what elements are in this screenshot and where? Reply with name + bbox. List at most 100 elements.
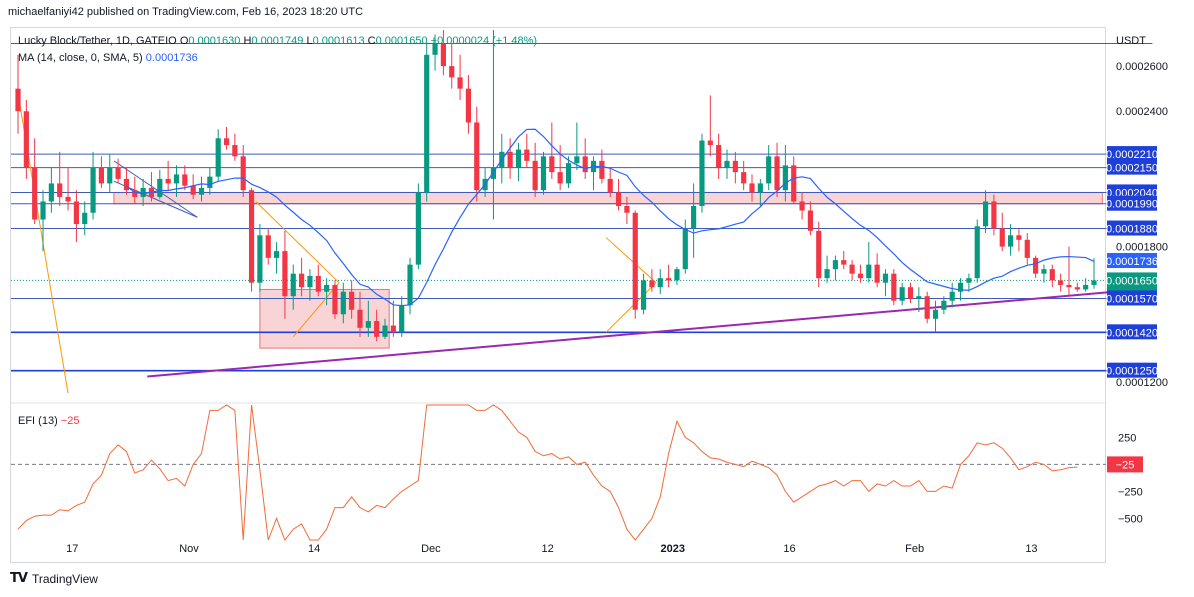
candle-body xyxy=(115,167,121,179)
level-label-box xyxy=(1107,146,1157,162)
candle-body xyxy=(299,273,305,288)
candle-body xyxy=(340,291,346,315)
candle-body xyxy=(257,235,263,283)
candle-body xyxy=(682,228,688,270)
candle-body xyxy=(632,212,638,310)
candle-body xyxy=(40,201,46,220)
candle-body xyxy=(540,156,547,191)
level-label-text: 0.0001420 xyxy=(1106,327,1158,339)
candle-body xyxy=(248,190,255,283)
wedge-upper-line xyxy=(113,160,198,218)
candle-body xyxy=(582,156,588,173)
candle-body xyxy=(465,88,472,123)
wedge3-lower-line xyxy=(605,282,657,333)
candle-body xyxy=(899,287,905,301)
level-label-text: 0.0002150 xyxy=(1106,163,1158,175)
candle-body xyxy=(73,201,79,225)
candle-body xyxy=(332,284,338,315)
efi-tick-label: 250 xyxy=(1118,432,1136,444)
candle-body xyxy=(666,278,672,281)
candle-body xyxy=(716,145,722,168)
high-label: H xyxy=(243,35,252,47)
low-label: L xyxy=(306,35,313,47)
candle-body xyxy=(424,54,430,193)
candle-body xyxy=(882,273,889,283)
candle-body xyxy=(1049,269,1055,281)
candle-body xyxy=(490,167,497,179)
close-value: 0.0001650 xyxy=(375,35,428,47)
candle-body xyxy=(524,149,530,161)
candle-body xyxy=(916,296,922,299)
candle-body xyxy=(1074,287,1080,290)
candle-body xyxy=(507,151,513,168)
ma-value: 0.0001736 xyxy=(145,52,198,64)
candle-body xyxy=(282,251,288,297)
candle-body xyxy=(407,264,413,306)
candle-body xyxy=(615,192,622,206)
candle-body xyxy=(949,291,955,301)
candle-body xyxy=(240,156,246,191)
candle-body xyxy=(891,273,897,301)
candle-body xyxy=(265,235,271,258)
ma-legend[interactable]: MA (14, close, 0, SMA, 5) 0.0001736 xyxy=(18,52,198,64)
candle-body xyxy=(1083,284,1089,290)
candle-body xyxy=(48,183,54,202)
level-label-box xyxy=(1107,220,1157,236)
candle-body xyxy=(449,66,455,78)
candle-body xyxy=(841,260,847,265)
price-tick-label: 0.0002400 xyxy=(1116,106,1168,118)
candle-body xyxy=(399,305,405,333)
candle-body xyxy=(32,167,38,220)
efi-tick-label: −250 xyxy=(1118,486,1143,498)
close-label: C xyxy=(367,35,376,47)
candle-body xyxy=(749,183,755,193)
change-value: +0.0000024 (+1.48%) xyxy=(430,35,538,47)
efi-label: EFI (13) xyxy=(18,415,58,427)
ma-line xyxy=(126,128,1095,307)
ma-label: MA (14, close, 0, SMA, 5) xyxy=(18,52,143,64)
candle-body xyxy=(640,280,647,310)
candle-body xyxy=(365,321,371,328)
candle-body xyxy=(515,149,522,168)
level-label-text: 0.0002210 xyxy=(1106,149,1158,161)
candle-body xyxy=(649,280,655,288)
candle-body xyxy=(349,291,355,310)
efi-current-box xyxy=(1107,456,1143,473)
level-label-text: 0.0001650 xyxy=(1106,275,1158,287)
efi-legend[interactable]: EFI (13) −25 xyxy=(18,415,79,427)
candle-body xyxy=(98,167,104,184)
candle-body xyxy=(565,163,572,184)
candle-body xyxy=(766,156,772,184)
candle-body xyxy=(173,174,180,184)
candle-body xyxy=(799,201,805,211)
candle-body xyxy=(941,300,947,310)
time-tick-label: Feb xyxy=(905,543,924,555)
candle-body xyxy=(782,165,788,191)
brand-name: TradingView xyxy=(31,571,98,586)
footer-brand[interactable]: 𝗧𝗩 TradingView xyxy=(10,571,98,586)
candle-body xyxy=(657,278,663,288)
candle-body xyxy=(999,228,1005,247)
candle-body xyxy=(198,187,205,195)
tradingview-logo-icon: 𝗧𝗩 xyxy=(10,571,28,586)
candle-body xyxy=(415,192,421,265)
candle-body xyxy=(599,160,605,179)
wedge2-lower-line xyxy=(292,282,340,338)
candle-body xyxy=(123,178,130,191)
candle-body xyxy=(707,140,713,146)
candle-body xyxy=(140,187,146,197)
price-tick-label: 0.0001800 xyxy=(1116,242,1168,254)
level-label-text: 0.0001250 xyxy=(1106,366,1158,378)
wedge2-upper-line xyxy=(255,201,340,284)
candle-body xyxy=(1008,235,1014,247)
candle-body xyxy=(824,269,830,279)
price-tick-label: 0.0002600 xyxy=(1116,61,1168,73)
candle-body xyxy=(1041,269,1047,274)
candle-body xyxy=(382,325,388,337)
time-tick-label: Dec xyxy=(421,543,441,555)
candle-body xyxy=(1033,257,1039,274)
candle-body xyxy=(457,77,463,89)
candle-body xyxy=(557,172,563,184)
symbol-title[interactable]: Lucky Block/Tether, 1D, GATEIO xyxy=(18,35,177,47)
